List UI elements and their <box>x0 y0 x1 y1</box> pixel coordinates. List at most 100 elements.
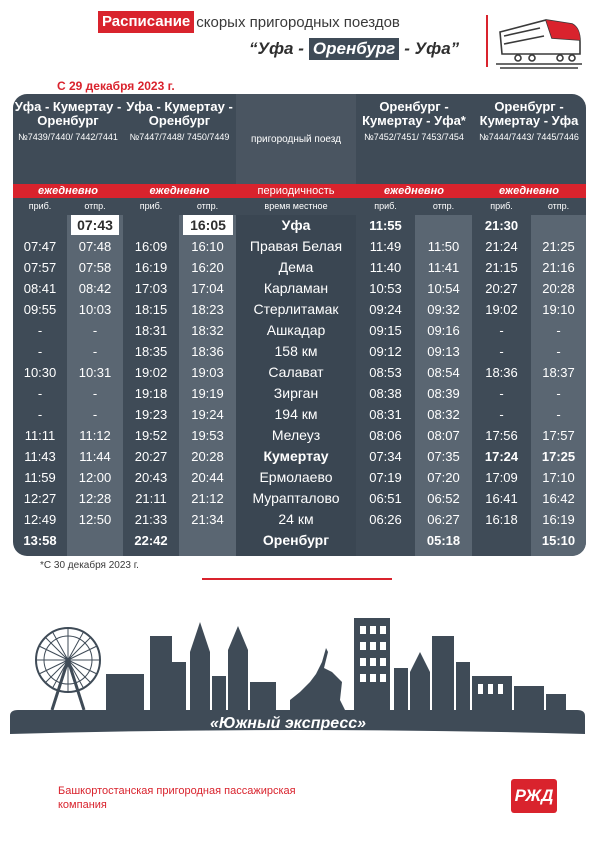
time-cell: 10:54 <box>427 281 460 296</box>
time-cell: 18:36 <box>191 344 224 359</box>
time-cell: 07:48 <box>78 239 112 254</box>
time-cell: 09:32 <box>427 302 460 317</box>
col-header-2: Уфа - Кумертау - Оренбург №7447/7448/ 74… <box>123 94 236 184</box>
time-cell: 16:42 <box>542 491 575 506</box>
header-divider <box>486 15 488 67</box>
time-cell: 21:11 <box>135 491 167 506</box>
station-name: Дема <box>278 259 314 275</box>
time-cell: 19:03 <box>191 365 224 380</box>
time-cell: 09:12 <box>369 344 402 359</box>
station-name: Карламан <box>263 280 329 296</box>
periodicity-4: ежедневно <box>499 185 559 197</box>
time-cell: 16:18 <box>485 512 518 527</box>
periodicity-3: ежедневно <box>384 185 444 197</box>
time-cell: 18:31 <box>134 323 168 338</box>
subhdr-arr: приб. <box>374 201 397 211</box>
station-name: Кумертау <box>263 448 329 464</box>
time-cell: 21:30 <box>484 218 519 233</box>
time-cell: 16:19 <box>134 260 168 275</box>
express-banner-text: «Южный экспресс» <box>209 715 367 732</box>
departure-highlight: 07:43 <box>71 215 119 235</box>
time-cell: 12:49 <box>23 512 57 527</box>
subhdr-arr: приб. <box>28 201 52 211</box>
time-cell: - <box>556 344 561 359</box>
time-cell: - <box>37 344 43 359</box>
subhdr-dep: отпр. <box>84 201 106 211</box>
time-cell: - <box>92 407 98 422</box>
subhdr-dep: отпр. <box>196 201 219 211</box>
time-cell: 18:37 <box>542 365 575 380</box>
time-cell: 16:09 <box>134 239 168 254</box>
time-cell: 17:24 <box>484 449 519 464</box>
station-name: Правая Белая <box>249 238 343 254</box>
time-cell: 15:10 <box>541 533 576 548</box>
rzd-logo: РЖД <box>511 779 557 813</box>
time-cell: 17:04 <box>191 281 224 296</box>
band-col3-dep <box>415 215 472 556</box>
time-cell <box>123 215 179 236</box>
col-header-station: пригородный поезд <box>236 94 356 184</box>
route-suffix: - Уфа” <box>404 39 460 58</box>
time-cell: 06:26 <box>369 512 402 527</box>
periodicity-2: ежедневно <box>149 185 210 197</box>
time-cell: 16:20 <box>191 260 224 275</box>
time-cell: 19:53 <box>191 428 224 443</box>
time-cell: 11:44 <box>79 449 111 464</box>
page-title: Расписание скорых пригородных поездов <box>98 11 400 33</box>
time-cell: 12:00 <box>78 470 112 485</box>
title-rest: скорых пригородных поездов <box>196 13 400 31</box>
time-cell: 08:06 <box>369 428 402 443</box>
time-cell: - <box>37 386 43 401</box>
station-name: Ашкадар <box>266 322 326 338</box>
time-cell: 19:02 <box>134 365 168 380</box>
time-cell: 19:23 <box>134 407 168 422</box>
time-cell: - <box>556 386 561 401</box>
time-cell: 07:58 <box>78 260 112 275</box>
time-cell <box>415 215 472 236</box>
time-cell: 13:58 <box>23 533 57 548</box>
subhdr-dep: отпр. <box>547 201 570 211</box>
time-cell: 08:41 <box>23 281 57 296</box>
time-cell: - <box>499 344 504 359</box>
time-cell: - <box>92 386 98 401</box>
time-cell: 07:47 <box>23 239 57 254</box>
time-cell: 08:54 <box>427 365 460 380</box>
divider-line <box>202 578 392 580</box>
time-cell: 18:35 <box>134 344 168 359</box>
station-name: 24 км <box>278 511 314 527</box>
time-cell: 06:52 <box>427 491 460 506</box>
company-name: Башкортостанская пригородная пассажирска… <box>58 785 296 811</box>
time-cell: 18:23 <box>191 302 224 317</box>
time-cell: 08:31 <box>369 407 402 422</box>
col-header-4: Оренбург - Кумертау - Уфа №7444/7443/ 74… <box>472 94 586 184</box>
time-cell: 09:55 <box>23 302 57 317</box>
time-cell: 19:19 <box>191 386 224 401</box>
time-cell: 17:56 <box>485 428 518 443</box>
time-cell: 19:10 <box>542 302 575 317</box>
col-header-1: Уфа - Кумертау - Оренбург №7439/7440/ 74… <box>13 94 123 184</box>
col-header-name: Оренбург - Кумертау - Уфа <box>479 99 579 128</box>
periodicity-label: периодичность <box>257 185 335 197</box>
time-cell: 10:31 <box>78 365 112 380</box>
time-cell: 07:19 <box>369 470 402 485</box>
station-name: Ермолаево <box>259 469 333 485</box>
time-cell: 06:27 <box>427 512 460 527</box>
time-cell: 08:39 <box>427 386 460 401</box>
time-cell: 09:15 <box>369 323 402 338</box>
time-cell: 17:25 <box>541 449 576 464</box>
time-cell: 06:51 <box>369 491 402 506</box>
time-cell: 09:13 <box>427 344 460 359</box>
time-cell: - <box>556 323 561 338</box>
time-cell: 12:28 <box>78 491 112 506</box>
time-cell: 18:15 <box>134 302 168 317</box>
subhdr-time: время местное <box>264 201 328 211</box>
time-cell: 10:03 <box>78 302 112 317</box>
time-cell: - <box>499 323 504 338</box>
station-name: 194 км <box>274 406 318 422</box>
col-header-numbers: №7444/7443/ 7445/7446 <box>479 132 579 142</box>
time-cell: 07:57 <box>23 260 57 275</box>
band-col1-dep <box>67 215 123 556</box>
time-cell: 20:27 <box>485 281 518 296</box>
time-cell: 11:50 <box>427 239 460 254</box>
time-cell: 08:53 <box>369 365 402 380</box>
